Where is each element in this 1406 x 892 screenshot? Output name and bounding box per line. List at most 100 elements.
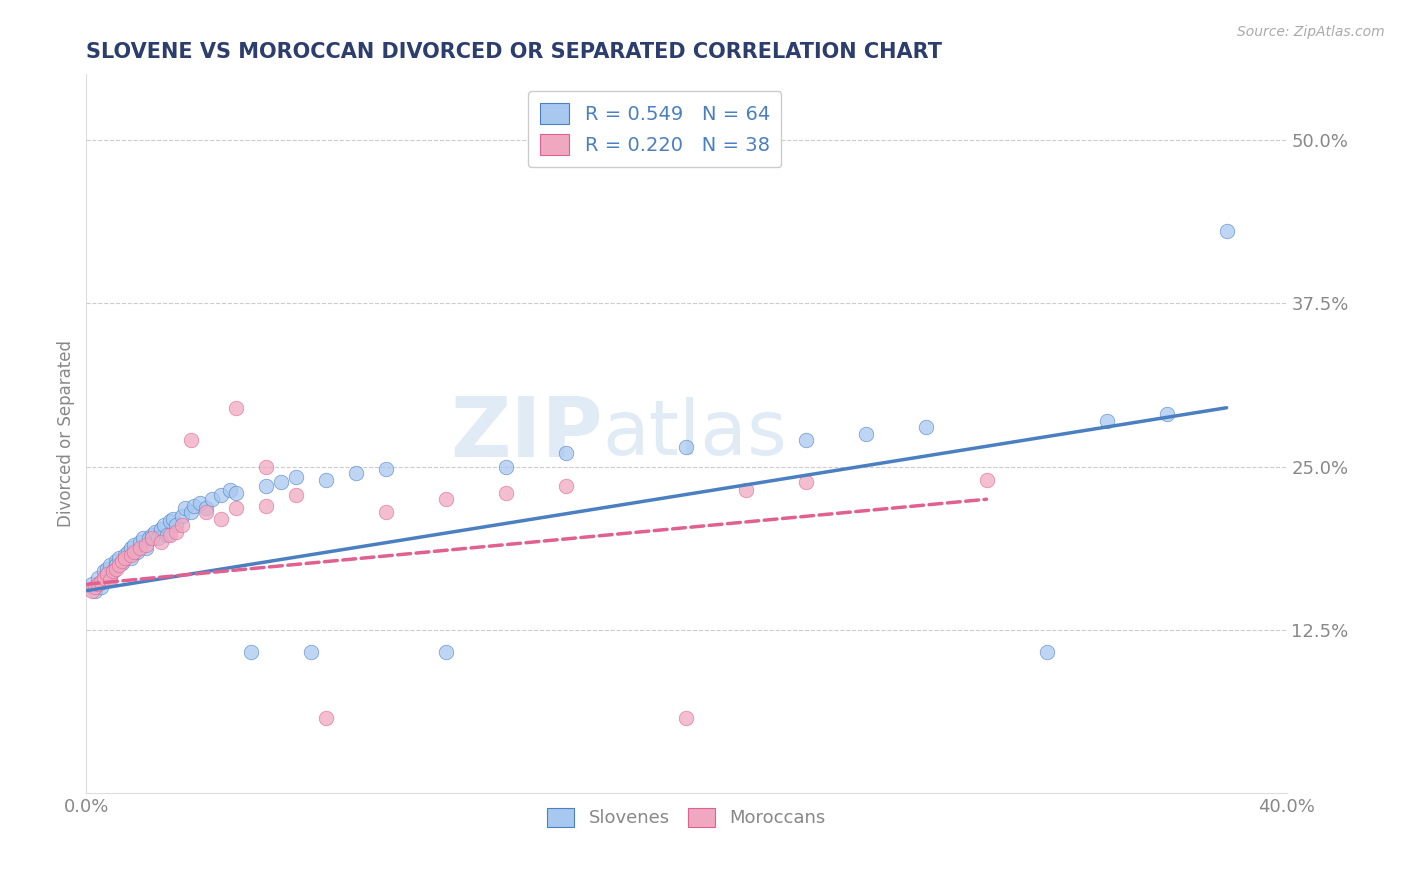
Point — [96, 566, 118, 581]
Point — [172, 518, 194, 533]
Point — [201, 492, 224, 507]
Point — [555, 479, 578, 493]
Point — [93, 574, 115, 588]
Point — [162, 512, 184, 526]
Point — [434, 492, 457, 507]
Point — [299, 645, 322, 659]
Text: ZIP: ZIP — [450, 393, 602, 475]
Point — [127, 544, 149, 558]
Point — [195, 505, 218, 519]
Point — [84, 583, 107, 598]
Point — [165, 518, 187, 533]
Text: atlas: atlas — [602, 397, 787, 471]
Point — [105, 558, 128, 572]
Text: Source: ZipAtlas.com: Source: ZipAtlas.com — [1237, 25, 1385, 39]
Point — [1156, 407, 1178, 421]
Point — [90, 574, 112, 589]
Point — [285, 470, 308, 484]
Point — [124, 544, 146, 558]
Point — [87, 571, 110, 585]
Point — [159, 527, 181, 541]
Point — [98, 558, 121, 572]
Point — [796, 475, 818, 490]
Point — [254, 499, 277, 513]
Point — [225, 485, 247, 500]
Point — [82, 583, 104, 598]
Point — [796, 434, 818, 448]
Point — [120, 549, 142, 563]
Point — [285, 488, 308, 502]
Point — [209, 488, 232, 502]
Point — [93, 564, 115, 578]
Point — [98, 574, 121, 588]
Point — [82, 577, 104, 591]
Point — [240, 645, 263, 659]
Point — [1035, 645, 1057, 659]
Point — [344, 466, 367, 480]
Point — [143, 524, 166, 539]
Point — [96, 566, 118, 581]
Point — [114, 551, 136, 566]
Point — [183, 499, 205, 513]
Point — [108, 551, 131, 566]
Y-axis label: Divorced or Separated: Divorced or Separated — [58, 341, 75, 527]
Point — [105, 554, 128, 568]
Point — [976, 473, 998, 487]
Point — [180, 434, 202, 448]
Point — [135, 538, 157, 552]
Point — [120, 551, 142, 566]
Point — [495, 459, 517, 474]
Point — [84, 580, 107, 594]
Point — [129, 541, 152, 555]
Point — [108, 558, 131, 572]
Point — [114, 549, 136, 563]
Point — [270, 475, 292, 490]
Point — [675, 440, 697, 454]
Point — [315, 473, 337, 487]
Point — [555, 446, 578, 460]
Point — [96, 561, 118, 575]
Point — [315, 710, 337, 724]
Point — [150, 535, 173, 549]
Point — [254, 459, 277, 474]
Point — [209, 512, 232, 526]
Point — [174, 501, 197, 516]
Point — [855, 426, 877, 441]
Point — [375, 505, 398, 519]
Point — [117, 544, 139, 558]
Point — [129, 535, 152, 549]
Point — [111, 556, 134, 570]
Point — [495, 485, 517, 500]
Point — [93, 571, 115, 585]
Point — [1215, 224, 1237, 238]
Point — [225, 501, 247, 516]
Point — [675, 710, 697, 724]
Point — [219, 483, 242, 497]
Text: SLOVENE VS MOROCCAN DIVORCED OR SEPARATED CORRELATION CHART: SLOVENE VS MOROCCAN DIVORCED OR SEPARATE… — [86, 42, 942, 62]
Point — [87, 577, 110, 591]
Point — [120, 541, 142, 555]
Point — [188, 496, 211, 510]
Point — [148, 532, 170, 546]
Point — [105, 561, 128, 575]
Point — [180, 505, 202, 519]
Point — [159, 515, 181, 529]
Point — [1095, 414, 1118, 428]
Point — [111, 554, 134, 568]
Point — [375, 462, 398, 476]
Point — [90, 580, 112, 594]
Point — [90, 574, 112, 589]
Point — [138, 532, 160, 546]
Point — [254, 479, 277, 493]
Point — [124, 538, 146, 552]
Legend: Slovenes, Moroccans: Slovenes, Moroccans — [540, 800, 832, 835]
Point — [195, 501, 218, 516]
Point — [172, 509, 194, 524]
Point — [156, 527, 179, 541]
Point — [103, 564, 125, 578]
Point — [153, 518, 176, 533]
Point — [165, 524, 187, 539]
Point — [225, 401, 247, 415]
Point — [132, 532, 155, 546]
Point — [434, 645, 457, 659]
